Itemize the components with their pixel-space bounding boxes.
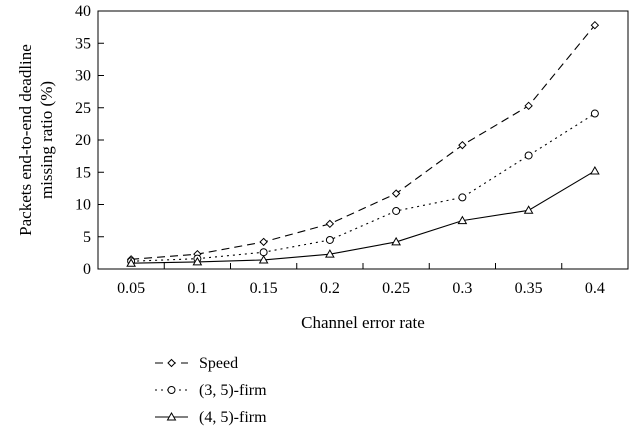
data-point [325, 249, 335, 258]
series-line [131, 24, 596, 260]
y-axis-title: Packets end-to-end deadline missing rati… [16, 44, 56, 236]
y-tick-label: 20 [75, 132, 91, 149]
series-1 [126, 20, 600, 264]
legend-label: (4, 5)-firm [199, 409, 267, 426]
data-point [259, 237, 268, 247]
legend: Speed (3, 5)-firm (4, 5)-firm [155, 355, 267, 426]
data-point [126, 258, 136, 267]
data-point [523, 205, 534, 214]
y-tick-label: 0 [83, 261, 91, 278]
series-layer [126, 20, 600, 267]
x-tick-label: 0.15 [250, 280, 278, 297]
x-tick-label: 0.3 [452, 280, 472, 297]
data-point [392, 206, 401, 215]
series-line [131, 113, 596, 262]
y-tick-label: 35 [75, 35, 91, 52]
data-point [590, 20, 600, 30]
data-point [590, 109, 599, 118]
y-axis: 0 5 10 15 20 25 30 35 40 [75, 3, 104, 278]
data-point [590, 165, 600, 175]
data-point [391, 189, 401, 198]
legend-marker [167, 358, 176, 368]
x-tick-label: 0.25 [382, 280, 410, 297]
legend-item: Speed [155, 355, 238, 372]
data-point [524, 101, 533, 111]
y-tick-label: 10 [75, 197, 91, 214]
data-point [457, 215, 468, 225]
y-tick-label: 5 [83, 229, 91, 246]
series-line [131, 170, 596, 264]
legend-marker [166, 411, 177, 421]
data-point [524, 151, 533, 160]
data-point [325, 219, 335, 229]
y-axis-title-line-2: missing ratio (%) [37, 81, 56, 199]
x-axis: 0.05 0.1 0.15 0.2 0.25 0.3 0.35 0.4 [117, 263, 605, 297]
data-point [259, 248, 268, 257]
x-tick-label: 0.4 [585, 280, 605, 297]
legend-label: Speed [199, 355, 238, 372]
plot-frame [97, 10, 629, 270]
y-tick-label: 15 [75, 164, 91, 181]
data-point [258, 254, 269, 264]
data-point [458, 140, 467, 150]
y-axis-title-line-1: Packets end-to-end deadline [16, 44, 35, 236]
series-3 [126, 165, 600, 267]
series-2 [127, 109, 599, 266]
legend-item: (4, 5)-firm [155, 409, 267, 426]
data-point [325, 235, 334, 244]
y-tick-label: 40 [75, 3, 91, 20]
y-tick-label: 25 [75, 100, 91, 117]
data-point [458, 193, 467, 202]
data-point [391, 236, 401, 246]
legend-marker [167, 386, 176, 394]
x-tick-label: 0.2 [320, 280, 340, 297]
legend-label: (3, 5)-firm [199, 382, 267, 399]
x-tick-label: 0.35 [515, 280, 543, 297]
legend-item: (3, 5)-firm [155, 382, 267, 399]
x-axis-title: Channel error rate [301, 313, 425, 332]
y-tick-label: 30 [75, 68, 91, 85]
x-tick-label: 0.1 [187, 280, 207, 297]
x-tick-label: 0.05 [117, 280, 145, 297]
data-point [192, 256, 203, 266]
